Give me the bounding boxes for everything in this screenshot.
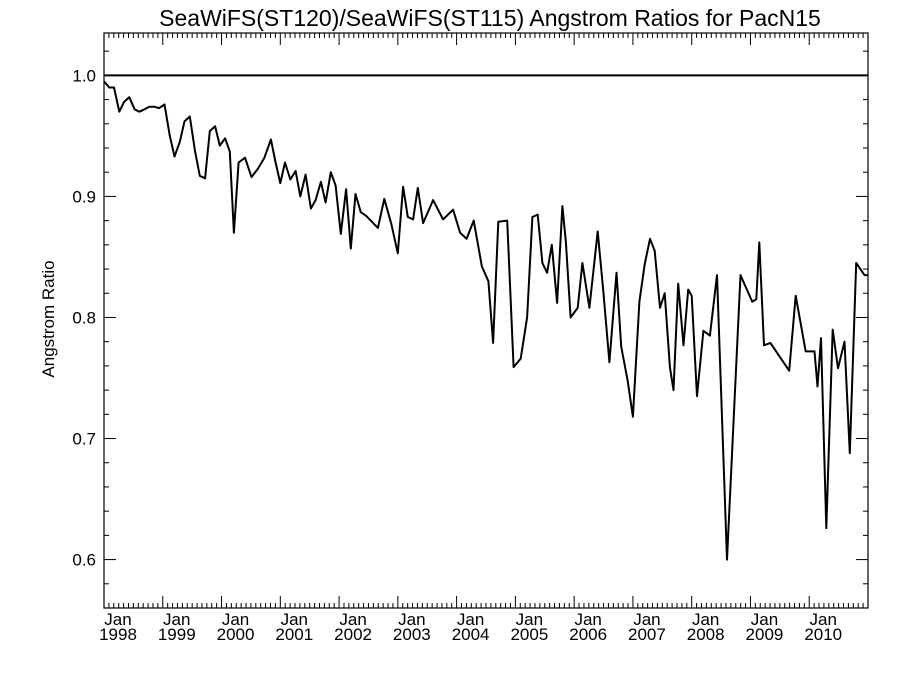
y-tick-label: 0.9 — [72, 187, 96, 206]
x-tick-year-label: 2001 — [275, 625, 313, 644]
x-tick-month-label: Jan — [633, 610, 660, 629]
x-tick-year-label: 2004 — [452, 625, 490, 644]
x-tick-year-label: 2003 — [393, 625, 431, 644]
x-tick-year-label: 2006 — [569, 625, 607, 644]
x-tick-year-label: 2010 — [804, 625, 842, 644]
x-tick-month-label: Jan — [810, 610, 837, 629]
y-tick-label: 0.7 — [72, 430, 96, 449]
x-tick-year-label: 2000 — [217, 625, 255, 644]
x-tick-year-label: 2005 — [510, 625, 548, 644]
x-tick-month-label: Jan — [574, 610, 601, 629]
x-tick-year-label: 1999 — [158, 625, 196, 644]
y-tick-label: 0.8 — [72, 308, 96, 327]
y-axis-label: Angstrom Ratio — [39, 260, 58, 377]
x-tick-month-label: Jan — [457, 610, 484, 629]
plot-frame — [103, 32, 869, 609]
chart-title: SeaWiFS(ST120)/SeaWiFS(ST115) Angstrom R… — [159, 5, 821, 31]
y-tick-label: 1.0 — [72, 66, 96, 85]
x-tick-month-label: Jan — [398, 610, 425, 629]
x-tick-month-label: Jan — [751, 610, 778, 629]
x-tick-month-label: Jan — [163, 610, 190, 629]
x-tick-month-label: Jan — [281, 610, 308, 629]
series-line — [103, 80, 868, 561]
x-tick-year-label: 2009 — [746, 625, 784, 644]
x-tick-month-label: Jan — [692, 610, 719, 629]
x-tick-month-label: Jan — [222, 610, 249, 629]
y-tick-label: 0.6 — [72, 551, 96, 570]
plot-area: 0.60.70.80.91.0Jan1998Jan1999Jan2000Jan2… — [72, 32, 869, 644]
x-tick-month-label: Jan — [339, 610, 366, 629]
x-tick-year-label: 1998 — [99, 625, 137, 644]
x-tick-year-label: 2002 — [334, 625, 372, 644]
x-tick-year-label: 2008 — [687, 625, 725, 644]
x-tick-year-label: 2007 — [628, 625, 666, 644]
x-tick-month-label: Jan — [516, 610, 543, 629]
x-tick-month-label: Jan — [104, 610, 131, 629]
